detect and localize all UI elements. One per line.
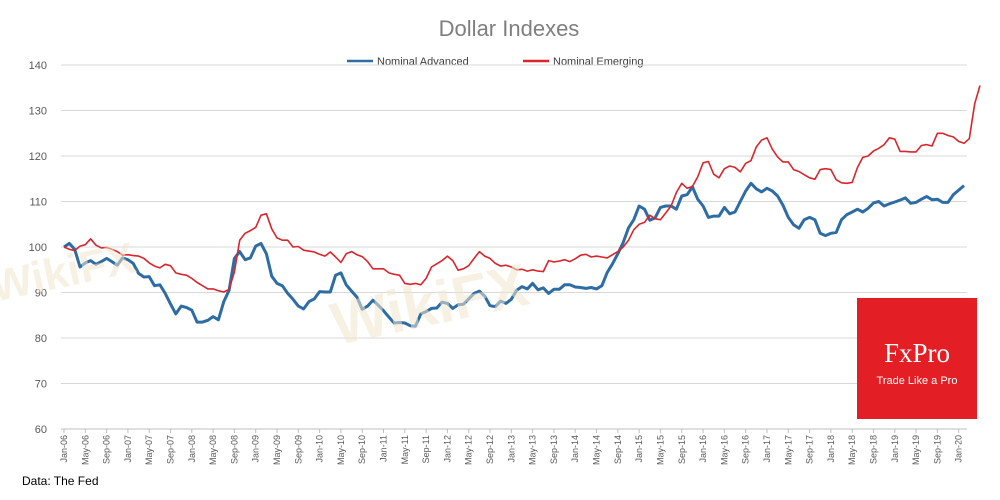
x-tick-label: Jan-19 bbox=[890, 435, 900, 463]
x-tick-label: Jan-15 bbox=[634, 435, 644, 463]
fxpro-logo-badge: FxPro Trade Like a Pro bbox=[857, 298, 977, 419]
y-tick-label: 90 bbox=[35, 288, 47, 300]
x-tick-label: May-06 bbox=[80, 435, 90, 465]
x-tick-label: Sep-17 bbox=[805, 435, 815, 464]
x-tick-label: May-13 bbox=[528, 435, 538, 465]
legend-label-nominal-advanced: Nominal Advanced bbox=[377, 56, 469, 68]
x-tick-label: Jan-07 bbox=[123, 435, 133, 463]
y-tick-label: 100 bbox=[29, 242, 47, 254]
x-tick-label: May-14 bbox=[592, 435, 602, 465]
x-tick-label: Jan-16 bbox=[698, 435, 708, 463]
x-tick-label: May-15 bbox=[655, 435, 665, 465]
x-tick-label: May-09 bbox=[272, 435, 282, 465]
y-tick-label: 70 bbox=[35, 379, 47, 391]
x-tick-label: Sep-16 bbox=[741, 435, 751, 464]
x-tick-label: Jan-17 bbox=[762, 435, 772, 463]
series-line-nominal-advanced bbox=[63, 181, 965, 328]
brand-logo-text: FxPro bbox=[883, 338, 951, 368]
y-tick-label: 110 bbox=[29, 197, 47, 209]
y-axis: 60 70 80 90 100 110 120 130 140 bbox=[29, 60, 47, 436]
x-tick-label: May-12 bbox=[464, 435, 474, 465]
y-tick-label: 130 bbox=[29, 106, 47, 118]
y-tick-label: 120 bbox=[29, 151, 47, 163]
x-axis: Jan-06 May-06 Sep-06 Jan-07 May-07 Sep-07 Jan-… bbox=[59, 428, 967, 465]
plot-area bbox=[63, 85, 981, 328]
x-tick-label: Sep-12 bbox=[485, 435, 495, 464]
chart-title: Dollar Indexes bbox=[439, 16, 580, 41]
x-tick-label: May-08 bbox=[208, 435, 218, 465]
x-tick-label: Jan-08 bbox=[187, 435, 197, 463]
x-tick-label: Sep-11 bbox=[421, 435, 431, 463]
series-line-nominal-emerging bbox=[63, 85, 981, 293]
x-tick-label: Sep-09 bbox=[293, 435, 303, 464]
x-tick-label: Sep-18 bbox=[868, 435, 878, 464]
x-tick-label: Jan-14 bbox=[570, 435, 580, 463]
x-tick-label: Sep-07 bbox=[166, 435, 176, 464]
gridlines bbox=[61, 64, 967, 430]
x-tick-label: Sep-08 bbox=[229, 435, 239, 464]
x-tick-label: Jan-20 bbox=[954, 435, 964, 463]
x-tick-label: Jan-10 bbox=[315, 435, 325, 463]
x-tick-label: May-16 bbox=[719, 435, 729, 465]
x-tick-label: Sep-06 bbox=[102, 435, 112, 464]
source-note: Data: The Fed bbox=[22, 474, 99, 488]
legend-label-nominal-emerging: Nominal Emerging bbox=[553, 56, 643, 68]
x-tick-label: May-18 bbox=[847, 435, 857, 465]
x-tick-label: Jan-06 bbox=[59, 435, 69, 463]
x-tick-label: May-19 bbox=[911, 435, 921, 465]
y-tick-label: 140 bbox=[29, 60, 47, 72]
brand-tagline: Trade Like a Pro bbox=[876, 375, 958, 387]
x-tick-label: Sep-13 bbox=[549, 435, 559, 464]
x-tick-label: Jan-13 bbox=[506, 435, 516, 463]
x-tick-label: May-17 bbox=[783, 435, 793, 465]
x-tick-label: May-10 bbox=[336, 435, 346, 465]
x-tick-label: Sep-19 bbox=[932, 435, 942, 464]
x-tick-label: May-07 bbox=[144, 435, 154, 465]
x-tick-label: Jan-11 bbox=[379, 435, 389, 462]
x-tick-label: Jan-09 bbox=[251, 435, 261, 463]
x-tick-label: Jan-18 bbox=[826, 435, 836, 463]
x-tick-label: May-11 bbox=[400, 435, 410, 464]
x-tick-label: Sep-10 bbox=[357, 435, 367, 464]
y-tick-label: 60 bbox=[35, 424, 47, 436]
legend: Nominal Advanced Nominal Emerging bbox=[347, 56, 643, 68]
y-tick-label: 80 bbox=[35, 333, 47, 345]
x-tick-label: Sep-14 bbox=[613, 435, 623, 464]
x-tick-label: Sep-15 bbox=[677, 435, 687, 464]
x-tick-label: Jan-12 bbox=[442, 435, 452, 463]
